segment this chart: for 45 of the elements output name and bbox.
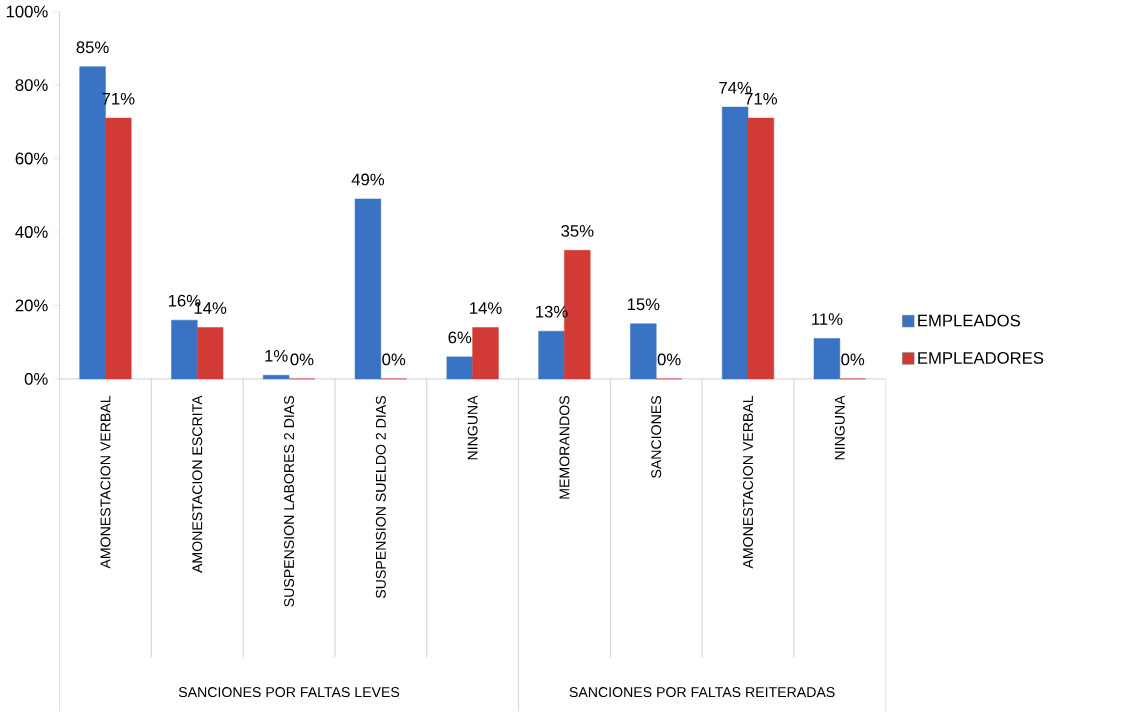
bar	[196, 327, 224, 380]
x-tick-label: AMONESTACION VERBAL	[743, 396, 754, 569]
x-tick-label: NINGUNA	[467, 395, 478, 460]
data-label: 74%	[719, 82, 752, 94]
y-tick-label: 40%	[15, 226, 48, 239]
x-tick-label: SUSPENSION LABORES 2 DIAS	[284, 396, 295, 607]
data-label: 15%	[627, 298, 660, 311]
x-tick-label: NINGUNA	[834, 395, 845, 460]
x-tick-label: AMONESTACION ESCRITA	[192, 395, 203, 574]
bar	[446, 356, 473, 380]
legend-label: EMPLEADOS	[918, 314, 1021, 327]
bar	[354, 198, 382, 380]
data-label: 49%	[351, 173, 385, 186]
bar	[630, 323, 657, 380]
data-label: 0%	[657, 353, 681, 366]
bar	[721, 106, 749, 380]
bar	[171, 320, 198, 380]
data-label: 0%	[290, 353, 314, 366]
y-tick-label: 100%	[6, 5, 48, 18]
data-label: 1%	[265, 350, 288, 362]
bar	[747, 118, 775, 380]
y-tick-label: 0%	[24, 373, 48, 385]
data-label: 35%	[561, 225, 594, 237]
x-tick-label: MEMORANDOS	[559, 396, 570, 499]
data-label: 6%	[448, 331, 472, 344]
x-tick-label: SANCIONES	[651, 396, 662, 479]
y-tick-label: 60%	[15, 152, 48, 165]
data-label: 0%	[382, 353, 406, 366]
legend-label: EMPLEADORES	[918, 352, 1044, 364]
data-label: 71%	[745, 93, 778, 105]
x-tick-label: AMONESTACION VERBAL	[100, 396, 111, 569]
y-tick-label: 20%	[15, 299, 48, 312]
bar	[813, 338, 841, 380]
data-label: 0%	[841, 353, 865, 366]
bar	[105, 118, 132, 380]
text: SANCIONES POR FALTAS LEVES	[178, 687, 400, 698]
bar	[538, 331, 565, 380]
y-tick-label: 80%	[15, 79, 48, 92]
data-label: 14%	[470, 302, 502, 315]
x-tick-label: SUSPENSION SUELDO 2 DIAS	[375, 396, 386, 599]
bar	[263, 375, 290, 380]
data-label: 85%	[76, 41, 109, 54]
data-label: 11%	[812, 313, 843, 326]
text: SANCIONES POR FALTAS REITERADAS	[569, 687, 835, 698]
bar	[472, 327, 499, 380]
